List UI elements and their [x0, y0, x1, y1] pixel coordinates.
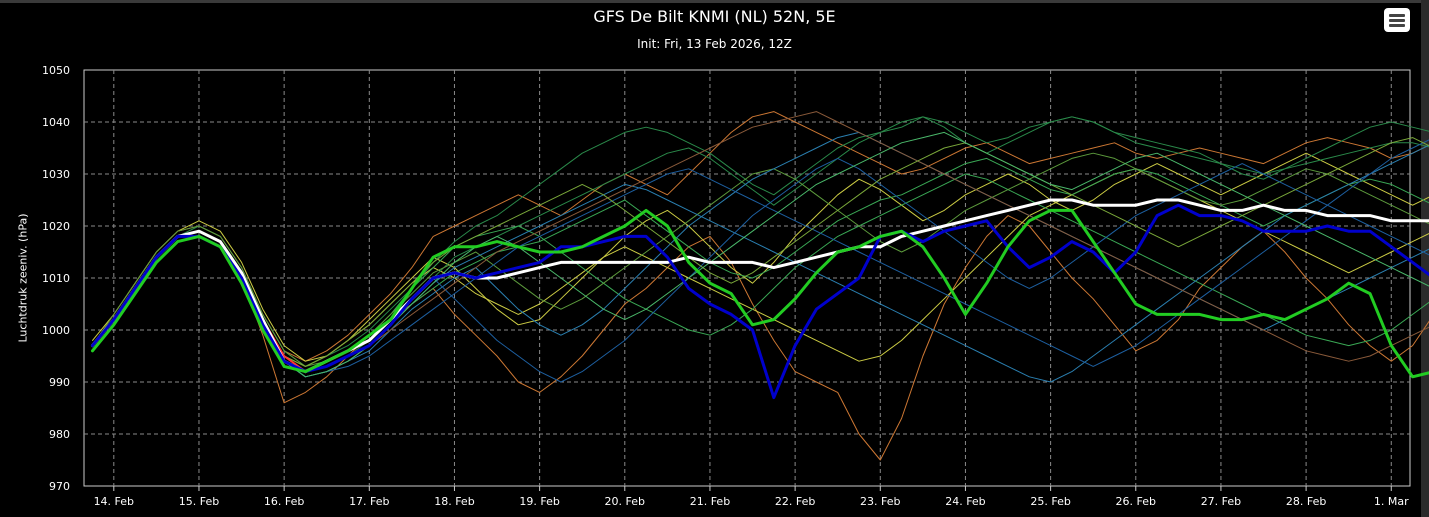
x-tick-label: 23. Feb — [860, 495, 900, 508]
x-tick-label: 17. Feb — [349, 495, 389, 508]
x-tick-label: 16. Feb — [264, 495, 304, 508]
y-tick-label: 970 — [49, 480, 70, 493]
y-tick-label: 1030 — [42, 168, 70, 181]
series-line-19 — [92, 131, 1429, 378]
series-line-8 — [92, 116, 1429, 367]
series-line-2 — [91, 208, 1429, 379]
x-axis: 14. Feb 15. Feb 16. Feb 17. Feb 18. Feb 19. F… — [94, 486, 1409, 508]
y-tick-label: 1050 — [42, 64, 70, 77]
hamburger-icon-bar — [1389, 19, 1405, 22]
series-line-16 — [92, 139, 1429, 378]
x-tick-label: 19. Feb — [519, 495, 559, 508]
window-top-border — [0, 0, 1429, 3]
x-tick-label: 14. Feb — [94, 495, 134, 508]
x-tick-label: 22. Feb — [775, 495, 815, 508]
x-tick-label: 27. Feb — [1201, 495, 1241, 508]
x-tick-label: 28. Feb — [1286, 495, 1326, 508]
series-line-4 — [92, 215, 1429, 461]
y-axis-label: Luchtdruk zeeniv. (hPa) — [16, 213, 30, 343]
x-tick-label: 25. Feb — [1030, 495, 1070, 508]
y-tick-label: 1040 — [42, 116, 70, 129]
chart-subtitle: Init: Fri, 13 Feb 2026, 12Z — [637, 37, 792, 51]
series-layer — [91, 111, 1429, 461]
window-right-border — [1421, 0, 1429, 517]
hamburger-icon — [1389, 14, 1405, 17]
y-tick-label: 980 — [49, 428, 70, 441]
y-axis: 970 980 990 1000 1010 1020 1030 1040 1050 — [42, 64, 70, 493]
x-tick-label: 1. Mar — [1374, 495, 1409, 508]
hamburger-icon-bar — [1389, 24, 1405, 27]
x-tick-label: 15. Feb — [179, 495, 219, 508]
chart-title: GFS De Bilt KNMI (NL) 52N, 5E — [593, 7, 836, 26]
y-tick-label: 1000 — [42, 324, 70, 337]
series-line-18 — [92, 137, 1429, 367]
x-tick-label: 18. Feb — [434, 495, 474, 508]
x-tick-label: 24. Feb — [945, 495, 985, 508]
y-tick-label: 1010 — [42, 272, 70, 285]
x-tick-label: 20. Feb — [605, 495, 645, 508]
x-tick-label: 21. Feb — [690, 495, 730, 508]
y-tick-label: 990 — [49, 376, 70, 389]
chart-menu-button[interactable] — [1384, 8, 1410, 32]
y-tick-label: 1020 — [42, 220, 70, 233]
x-tick-label: 26. Feb — [1116, 495, 1156, 508]
series-line-1 — [91, 203, 1429, 400]
grid-lines — [84, 70, 1410, 486]
